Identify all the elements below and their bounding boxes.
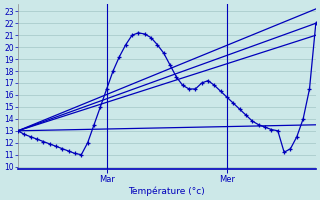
X-axis label: Température (°c): Température (°c) [129, 186, 205, 196]
